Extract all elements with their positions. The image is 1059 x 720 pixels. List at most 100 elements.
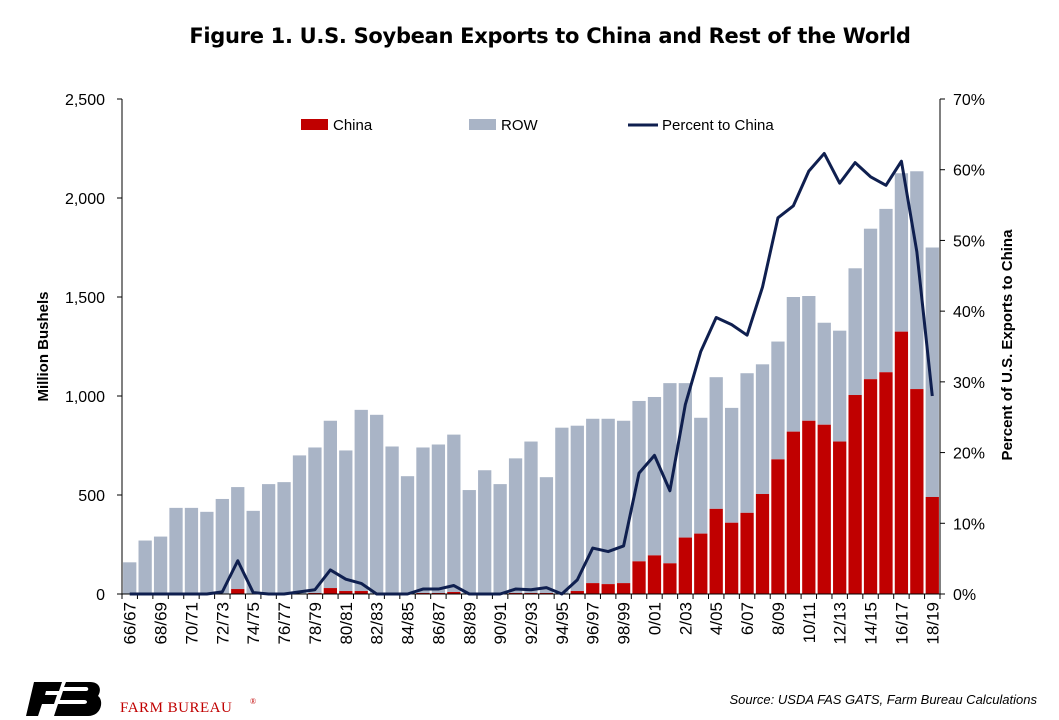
row-bar [740, 373, 754, 513]
china-bar [755, 494, 770, 594]
row-bar [231, 487, 245, 590]
row-bar [323, 420, 337, 589]
china-bar [616, 583, 631, 594]
row-bar [755, 364, 770, 495]
row-bar [663, 383, 677, 564]
x-tick-label: 82/83 [368, 602, 387, 645]
row-bar [339, 450, 353, 592]
row-bar [292, 455, 307, 594]
row-bar [570, 425, 584, 592]
y-right-axis-label: Percent of U.S. Exports to China [999, 229, 1016, 461]
china-bar [601, 584, 615, 594]
china-bar [570, 591, 584, 594]
row-bar [169, 507, 183, 594]
chart-title: Figure 1. U.S. Soybean Exports to China … [189, 24, 911, 48]
brand-name: FARM BUREAU [120, 700, 232, 716]
china-bar [863, 379, 878, 594]
china-bar [339, 591, 353, 594]
row-bar [925, 247, 939, 497]
row-bar [308, 447, 322, 594]
legend-china-swatch [301, 119, 328, 130]
china-bar [833, 441, 847, 594]
x-tick-label: 14/15 [862, 602, 881, 645]
legend-line-label: Percent to China [662, 117, 774, 134]
china-bar [848, 395, 862, 594]
row-bar [431, 444, 446, 594]
x-tick-label: 16/17 [892, 602, 911, 645]
y-right-tick-label: 70% [953, 92, 985, 109]
y-left-tick-label: 0 [96, 587, 105, 604]
row-bar [879, 208, 893, 373]
china-bar [632, 561, 646, 594]
y-right-tick-label: 0% [953, 587, 976, 604]
x-tick-label: 66/67 [121, 602, 140, 645]
x-tick-label: 76/77 [275, 602, 294, 645]
x-tick-label: 84/85 [399, 602, 418, 645]
legend-row-swatch [469, 119, 496, 130]
y-right-tick-label: 60% [953, 163, 985, 180]
row-bar [261, 484, 276, 594]
y-right-tick-label: 20% [953, 446, 985, 463]
row-bar [524, 441, 538, 594]
row-bar [601, 418, 615, 585]
row-bar [385, 446, 399, 594]
row-bar [632, 400, 646, 562]
x-tick-label: 12/13 [831, 602, 850, 645]
row-bar [354, 409, 368, 592]
row-bar [894, 173, 909, 332]
row-bar [833, 330, 847, 442]
source-note: Source: USDA FAS GATS, Farm Bureau Calcu… [729, 692, 1037, 707]
y-left-tick-label: 1,000 [65, 389, 105, 406]
china-bar [447, 592, 461, 594]
row-bar [725, 407, 739, 523]
x-tick-label: 4/05 [707, 602, 726, 635]
x-tick-label: 92/93 [522, 602, 541, 645]
row-bar [848, 268, 862, 396]
row-bar [910, 171, 924, 390]
x-tick-label: 70/71 [182, 602, 201, 645]
row-bar [493, 484, 507, 594]
china-bar [647, 555, 662, 594]
percent-to-china-line [129, 151, 934, 596]
row-bar [508, 458, 523, 594]
row-bar [802, 296, 816, 421]
row-bar [694, 417, 708, 534]
y-right-tick-label: 10% [953, 516, 985, 533]
x-tick-label: 74/75 [244, 602, 263, 645]
registered-mark: ® [250, 697, 256, 706]
y-left-tick-label: 2,000 [65, 191, 105, 208]
china-bar [925, 496, 939, 594]
china-bar [586, 583, 600, 594]
china-bar [231, 589, 245, 594]
x-tick-label: 80/81 [337, 602, 356, 645]
row-bar [277, 482, 291, 594]
row-bar [184, 507, 199, 594]
fb-logo-icon [26, 682, 102, 716]
x-tick-label: 68/69 [152, 602, 171, 645]
china-bar [894, 331, 909, 594]
row-bar [616, 420, 631, 584]
x-tick-label: 94/95 [553, 602, 572, 645]
china-bar [879, 372, 893, 594]
y-right-tick-label: 40% [953, 304, 985, 321]
x-tick-label: 90/91 [491, 602, 510, 645]
china-bar [740, 512, 754, 594]
y-right-tick-label: 30% [953, 375, 985, 392]
legend-china-label: China [333, 117, 373, 134]
row-bar [123, 562, 137, 594]
x-tick-label: 72/73 [213, 602, 232, 645]
row-bar [462, 490, 476, 594]
row-bar [709, 377, 723, 509]
x-tick-label: 98/99 [615, 602, 634, 645]
china-bar [771, 459, 785, 594]
row-bar [246, 510, 260, 594]
x-tick-label: 18/19 [923, 602, 942, 645]
china-bar [802, 420, 816, 594]
x-tick-label: 10/11 [800, 602, 819, 643]
row-bar [370, 414, 384, 594]
legend-row-label: ROW [501, 117, 539, 134]
farm-bureau-logo: FARM BUREAU ® [26, 682, 256, 716]
x-tick-label: 8/09 [769, 602, 788, 635]
row-bar [771, 341, 785, 460]
chart-area: 0 500 1,000 1,500 2,000 2,500 0% 10% 20% 30% 40% 50… [35, 92, 1016, 645]
